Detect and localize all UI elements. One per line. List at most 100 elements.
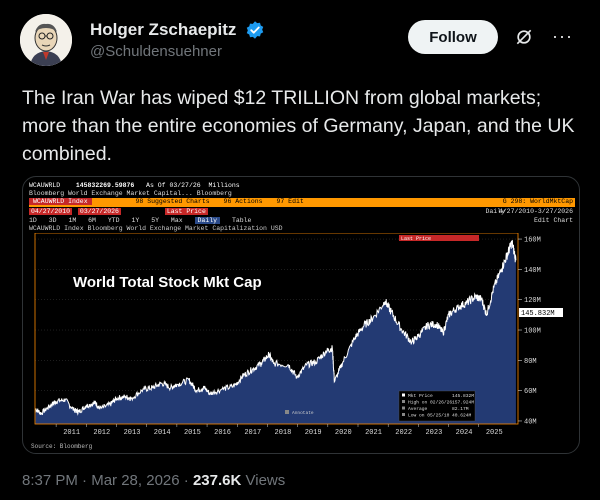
tab-max[interactable]: Max [170, 217, 183, 224]
meta-separator: · [82, 472, 88, 489]
area-fill [35, 240, 516, 424]
terminal-row-4: 1D 3D 1M 6M YTD 1Y 5Y Max Daily Table Ed… [29, 217, 575, 225]
x-tick-label: 2012 [93, 429, 110, 437]
tab-table[interactable]: Table [231, 217, 252, 224]
stats-legend-swatch [402, 413, 405, 416]
terminal-ticker: WCAUWRLD [29, 182, 61, 189]
x-tick-label: 2014 [154, 429, 171, 437]
y-tick-label: 120M [524, 297, 541, 305]
market-cap-chart: Last Price World Total Stock Mkt Cap 40M… [29, 233, 575, 439]
terminal-row-2: WCAUWRLD Index 98 Suggested Charts 96 Ac… [29, 198, 575, 207]
stats-legend-label: High on 02/26/26 [408, 400, 452, 406]
views-count: 237.6K [192, 472, 242, 489]
frequency-dropdown[interactable]: Daily [194, 217, 221, 224]
stats-legend-box [398, 390, 476, 422]
meta-separator-2: · [183, 472, 189, 489]
source-label: Source: Bloomberg [31, 443, 93, 450]
last-value-marker: 145.832M [519, 308, 563, 318]
stats-legend-value: 145.832M [452, 393, 474, 399]
start-date-field[interactable]: 04/27/2010 [29, 208, 73, 215]
tab-5y[interactable]: 5Y [151, 217, 160, 224]
tweet-date[interactable]: Mar 28, 2026 [91, 472, 180, 489]
stats-legend-value: 157.924M [452, 400, 474, 406]
plot-frame [34, 233, 519, 425]
annotate-label: Annotate [292, 410, 314, 416]
date-range-label: 4/27/2010-3/27/2026 [498, 208, 573, 215]
handle[interactable]: @Schuldensuehner [90, 43, 222, 60]
y-tick-label: 80M [524, 358, 537, 366]
terminal-chart-id: G 298: WorldMktCap [502, 198, 573, 205]
last-price-field[interactable]: Last Price [164, 208, 208, 215]
tab-3d[interactable]: 3D [48, 217, 57, 224]
end-date-field[interactable]: 03/27/2026 [77, 208, 121, 215]
tweet-time[interactable]: 8:37 PM [22, 472, 78, 489]
tweet-meta: 8:37 PM · Mar 28, 2026 · 237.6K Views [22, 472, 285, 489]
tab-1m[interactable]: 1M [68, 217, 77, 224]
tweet-media[interactable]: WCAUWRLD 145832269.59876 As Of 03/27/26 … [22, 176, 580, 454]
x-axis: 2011 2012 2013 2014 2015 2016 2017 2018 2019 2020… [55, 424, 503, 437]
x-tick-label: 2024 [456, 429, 473, 437]
stats-legend-label: Mkt Price [408, 393, 433, 399]
avatar[interactable] [20, 14, 72, 66]
x-tick-label: 2025 [486, 429, 503, 437]
stats-legend-swatch [402, 406, 405, 410]
display-name[interactable]: Holger Zschaepitz [90, 20, 237, 39]
tweet-header: Holger Zschaepitz @Schuldensuehner Follo… [20, 14, 585, 70]
price-line [35, 240, 517, 416]
terminal-value: 145832269.59876 [75, 182, 135, 189]
y-tick-label: 60M [524, 388, 537, 396]
grok-icon[interactable] [514, 27, 534, 47]
terminal-index-label: WCAUWRLD Index [29, 198, 92, 205]
stats-legend-value: 82.17M [452, 406, 469, 412]
verified-badge-icon [246, 21, 264, 39]
x-tick-label: 2020 [335, 429, 352, 437]
x-tick-label: 2015 [184, 429, 201, 437]
stats-legend-swatch [402, 400, 405, 403]
x-tick-label: 2013 [124, 429, 141, 437]
y-tick-label: 40M [524, 418, 537, 426]
author-block: Holger Zschaepitz @Schuldensuehner [90, 20, 265, 60]
x-tick-label: 2016 [214, 429, 231, 437]
follow-button[interactable]: Follow [408, 20, 498, 54]
tweet-text: The Iran War has wiped $12 TRILLION from… [22, 87, 575, 165]
terminal-subtitle: Bloomberg World Exchange Market Capital.… [29, 190, 232, 197]
tab-1y[interactable]: 1Y [131, 217, 140, 224]
stats-legend-label: Low on 05/25/10 [408, 413, 450, 419]
y-tick-label: 100M [524, 328, 541, 336]
y-tick-label: 160M [524, 237, 541, 245]
last-value-label: 145.832M [521, 310, 555, 318]
stats-legend-value: 40.624M [452, 413, 472, 419]
more-options-icon[interactable]: ··· [552, 26, 573, 46]
x-tick-label: 2018 [275, 429, 292, 437]
x-tick-label: 2011 [63, 429, 80, 437]
stats-legend-swatch [402, 393, 405, 397]
y-tick-label: 140M [524, 267, 541, 275]
terminal-row-1: WCAUWRLD 145832269.59876 As Of 03/27/26 … [29, 182, 575, 189]
chart-title: World Total Stock Mkt Cap [73, 274, 262, 291]
tab-1d[interactable]: 1D [29, 217, 37, 224]
suggested-charts-menu[interactable]: 98 Suggested Charts [135, 198, 210, 205]
annotate-checkbox[interactable] [285, 410, 289, 414]
stats-legend-label: Average [408, 406, 428, 412]
last-value-box [519, 308, 563, 317]
annotate-control[interactable]: Annotate [285, 410, 314, 416]
x-tick-label: 2019 [305, 429, 322, 437]
tab-6m[interactable]: 6M [88, 217, 96, 224]
caricature-avatar-icon [20, 14, 72, 66]
frequency-label: Daily [485, 208, 505, 215]
terminal-legend-title: WCAUWRLD Index Bloomberg World Exchange … [29, 225, 283, 232]
x-tick-label: 2022 [395, 429, 412, 437]
last-price-track [399, 235, 479, 241]
actions-menu[interactable]: 96 Actions [223, 198, 263, 205]
x-tick-label: 2017 [244, 429, 261, 437]
terminal-row-3: 04/27/2010 03/27/2026 Last Price Daily 4… [29, 208, 575, 216]
y-axis: 40M 60M 80M 100M 120M 140M 160M [518, 237, 541, 426]
x-tick-label: 2021 [365, 429, 382, 437]
edit-chart-button[interactable]: Edit Chart [533, 217, 573, 224]
x-tick-label: 2023 [425, 429, 442, 437]
terminal-units: Millions [208, 182, 240, 189]
edit-menu[interactable]: 97 Edit [276, 198, 304, 205]
tab-ytd[interactable]: YTD [107, 217, 120, 224]
last-price-track-label: Last Price [401, 236, 431, 242]
